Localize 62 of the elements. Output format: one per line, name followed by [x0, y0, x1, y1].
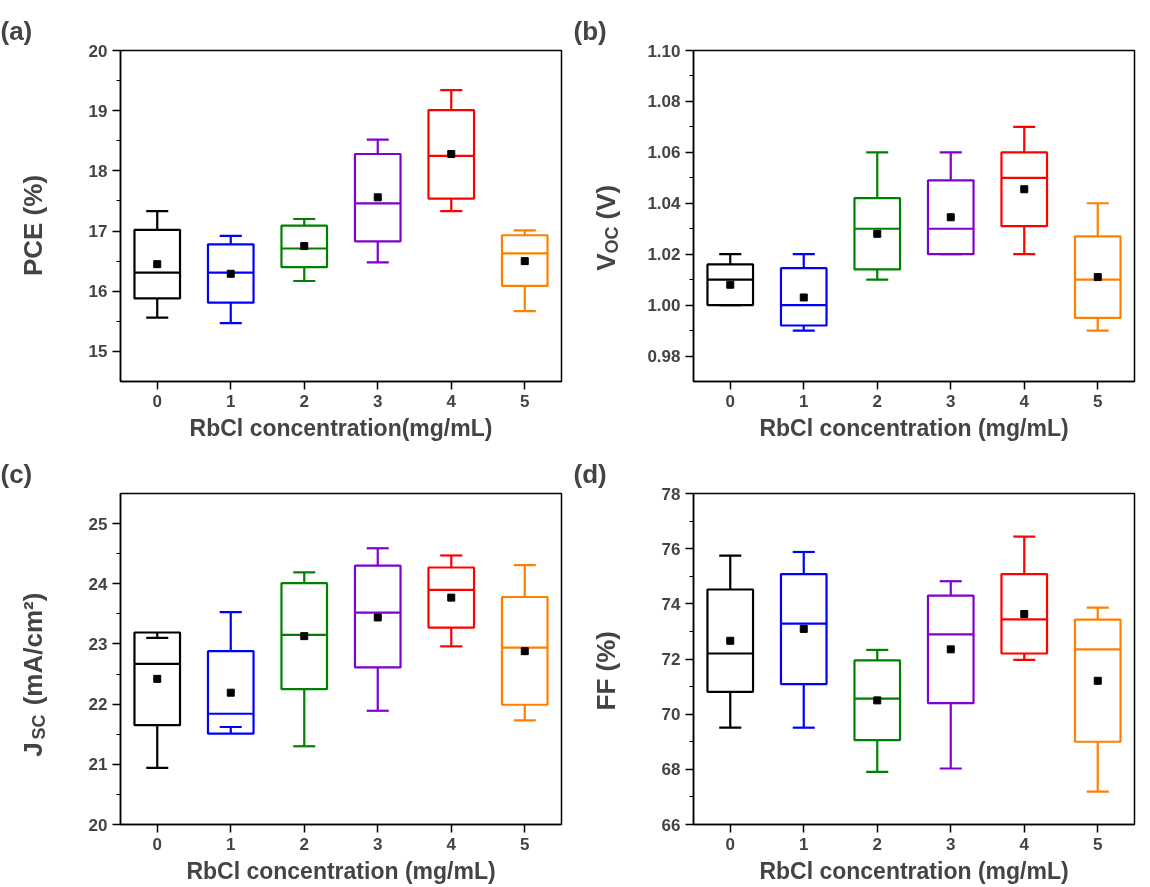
- x-tick-label: 4: [1019, 834, 1030, 854]
- x-tick-label: 2: [872, 391, 882, 411]
- x-tick-label: 5: [520, 834, 530, 854]
- y-tick-label: 23: [88, 634, 108, 654]
- y-tick-label: 1.08: [647, 92, 681, 112]
- x-tick-label: 4: [1019, 391, 1030, 411]
- y-tick-label: 16: [88, 282, 108, 302]
- y-tick-label: 1.00: [647, 296, 681, 316]
- x-tick-label: 0: [725, 834, 735, 854]
- y-tick-label: 1.04: [647, 194, 682, 214]
- x-axis-title: RbCl concentration (mg/mL): [759, 414, 1069, 441]
- y-tick-label: 68: [661, 760, 681, 780]
- y-tick-label: 66: [661, 815, 681, 835]
- y-tick-label: 0.98: [647, 347, 681, 367]
- x-axis-title: RbCl concentration (mg/mL): [186, 857, 496, 884]
- y-tick-label: 70: [661, 705, 681, 725]
- y-tick-label: 78: [661, 484, 681, 504]
- x-tick-label: 0: [152, 834, 162, 854]
- chart-title: (d): [573, 458, 607, 489]
- y-tick-label: 76: [661, 539, 681, 559]
- x-tick-label: 3: [373, 391, 383, 411]
- x-tick-label: 3: [946, 834, 956, 854]
- x-tick-label: 0: [152, 391, 162, 411]
- y-tick-label: 72: [661, 650, 681, 669]
- y-tick-label: 19: [88, 101, 108, 121]
- y-axis-title: JSC (mA/cm²): [17, 592, 49, 757]
- x-tick-label: 2: [299, 834, 309, 854]
- y-tick-label: 17: [88, 222, 108, 242]
- x-tick-label: 0: [725, 391, 735, 411]
- x-tick-label: 3: [946, 391, 956, 411]
- y-tick-label: 1.06: [647, 143, 681, 163]
- x-tick-label: 1: [226, 391, 236, 411]
- y-tick-label: 21: [88, 755, 108, 775]
- x-axis-title: RbCl concentration (mg/mL): [759, 857, 1069, 884]
- y-tick-label: 24: [88, 574, 109, 594]
- x-tick-label: 2: [299, 391, 309, 411]
- x-tick-label: 1: [799, 834, 809, 854]
- chart-title: (b): [573, 15, 607, 46]
- y-tick-label: 18: [88, 161, 108, 181]
- chart-title: (a): [0, 15, 33, 46]
- y-axis-title: VOC (V): [590, 184, 622, 271]
- x-tick-label: 4: [446, 834, 457, 854]
- x-tick-label: 5: [1093, 834, 1103, 854]
- y-tick-label: 1.10: [647, 41, 681, 61]
- y-axis-title: PCE (%): [17, 174, 48, 277]
- x-tick-label: 5: [1093, 391, 1103, 411]
- x-tick-label: 5: [520, 391, 530, 411]
- x-tick-label: 1: [226, 834, 236, 854]
- y-tick-label: 74: [661, 594, 682, 614]
- y-tick-label: 1.02: [647, 245, 681, 265]
- y-tick-label: 20: [88, 41, 108, 61]
- y-tick-label: 25: [88, 514, 108, 534]
- x-axis-title: RbCl concentration(mg/mL): [189, 414, 493, 441]
- y-axis-title: FF (%): [590, 631, 621, 711]
- x-tick-label: 2: [872, 834, 882, 854]
- y-tick-label: 20: [88, 815, 108, 835]
- x-tick-label: 1: [799, 391, 809, 411]
- x-tick-label: 3: [373, 834, 383, 854]
- y-tick-label: 22: [88, 695, 108, 715]
- chart-title: (c): [0, 458, 33, 489]
- x-tick-label: 4: [446, 391, 457, 411]
- y-tick-label: 15: [88, 342, 108, 362]
